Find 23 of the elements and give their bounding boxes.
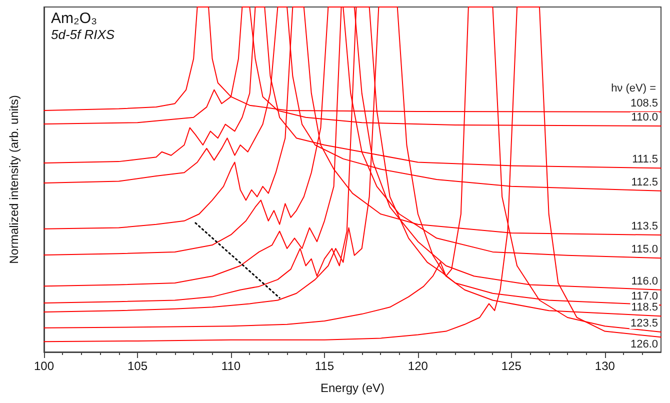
- x-tick-label: 105: [127, 359, 148, 373]
- text: 5d-5f RIXS: [51, 27, 115, 42]
- x-tick-label: 125: [501, 359, 522, 373]
- x-tick-label: 120: [408, 359, 428, 373]
- series-label: 118.5: [631, 302, 658, 314]
- series-label: 115.0: [631, 244, 658, 256]
- legend-title: hν (eV) =: [611, 82, 656, 94]
- series-label: 111.5: [632, 154, 658, 166]
- series-label: 112.5: [631, 176, 658, 188]
- x-tick-label: 100: [34, 359, 54, 373]
- series-label: 116.0: [631, 275, 658, 288]
- series-label: 110.0: [631, 112, 658, 124]
- chart-title: Am₂O₃: [51, 10, 98, 27]
- series-label: 113.5: [631, 220, 658, 233]
- x-tick-label: 115: [314, 359, 334, 373]
- series-label: 126.0: [630, 338, 658, 351]
- x-axis-title: Energy (eV): [320, 381, 385, 395]
- x-tick-label: 130: [594, 359, 616, 373]
- series-label: 123.5: [630, 317, 658, 330]
- series-label: 117.0: [631, 290, 658, 303]
- x-tick-label: 110: [221, 359, 241, 373]
- y-axis-title: Normalized intensity (arb. units): [7, 95, 21, 264]
- series-label: 108.5: [630, 97, 658, 110]
